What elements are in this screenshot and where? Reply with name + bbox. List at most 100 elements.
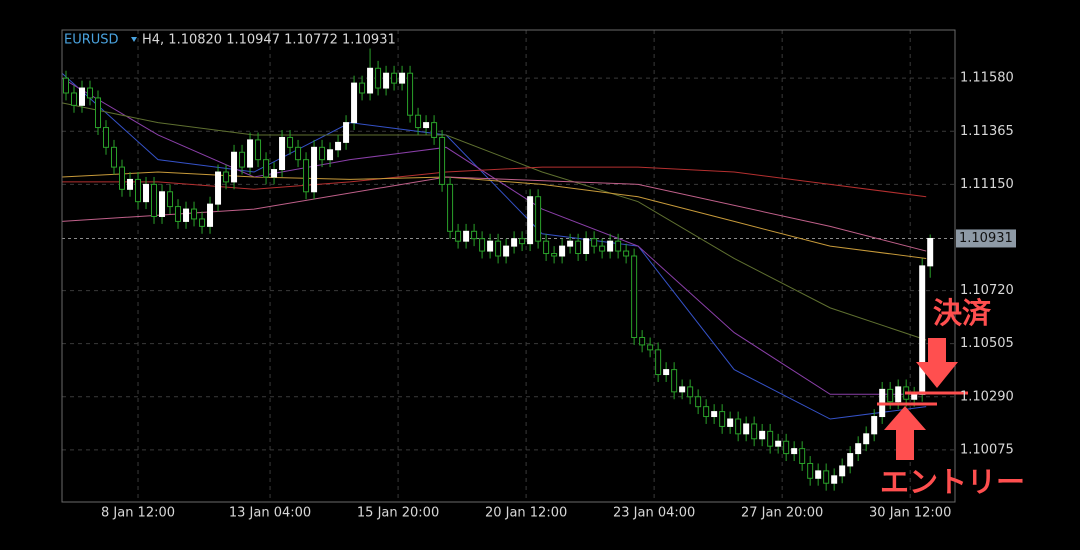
candle-body xyxy=(367,67,374,94)
candle-body xyxy=(255,139,262,161)
candle-body xyxy=(175,206,182,222)
candle-body xyxy=(319,146,326,161)
current-price-label: 1.10931 xyxy=(959,231,1013,246)
candle-body xyxy=(703,406,710,418)
candle-body xyxy=(871,416,878,435)
candle-body xyxy=(567,240,574,247)
moving-average xyxy=(61,77,927,395)
candle-body xyxy=(919,265,926,395)
candle-body xyxy=(487,240,494,252)
candle-body xyxy=(415,114,422,129)
x-tick-label: 15 Jan 20:00 xyxy=(357,506,439,521)
entry-arrow-shaft xyxy=(896,430,914,460)
candle-body xyxy=(223,171,230,183)
exit-label: 決済 xyxy=(933,296,992,330)
candle-body xyxy=(631,255,638,339)
candle-body xyxy=(687,386,694,398)
y-tick-label: 1.10505 xyxy=(960,336,1014,351)
candle-body xyxy=(823,470,830,484)
candle-body xyxy=(695,396,702,408)
candle-body xyxy=(887,388,894,403)
symbol: EURUSD xyxy=(64,33,119,48)
candle-body xyxy=(719,411,726,427)
candle-body xyxy=(167,191,174,208)
candle-body xyxy=(503,245,510,257)
candle-body xyxy=(927,237,934,267)
candle-body xyxy=(431,122,438,138)
candle-body xyxy=(207,203,214,227)
candle-body xyxy=(383,72,390,89)
candle-body xyxy=(711,411,718,418)
candle-body xyxy=(407,72,414,116)
dropdown-icon[interactable] xyxy=(131,37,137,42)
candle-body xyxy=(535,196,542,242)
y-tick-label: 1.10075 xyxy=(960,442,1014,457)
candle-body xyxy=(271,169,278,178)
candle-body xyxy=(391,72,398,84)
candle-body xyxy=(663,369,670,376)
candle-body xyxy=(479,238,486,252)
candle-body xyxy=(615,240,622,252)
candle-body xyxy=(791,448,798,455)
candle-body xyxy=(727,418,734,427)
y-tick-label: 1.11365 xyxy=(960,124,1014,139)
candle-body xyxy=(279,136,286,171)
candle-body xyxy=(511,238,518,247)
candle-body xyxy=(815,470,822,479)
moving-average xyxy=(61,102,927,341)
candle-body xyxy=(191,208,198,220)
plot-frame xyxy=(61,29,956,503)
candle-body xyxy=(343,122,350,143)
candle-body xyxy=(743,423,750,435)
candle-body xyxy=(215,171,222,205)
candle-body xyxy=(143,183,150,203)
candle-body xyxy=(735,418,742,435)
candle-body xyxy=(671,369,678,393)
candle-body xyxy=(63,77,70,94)
ohlc-info: H4, 1.10820 1.10947 1.10772 1.10931 xyxy=(142,33,396,48)
candle-body xyxy=(239,151,246,168)
x-tick-label: 20 Jan 12:00 xyxy=(485,506,567,521)
x-tick-label: 30 Jan 12:00 xyxy=(869,506,951,521)
candle-body xyxy=(463,230,470,242)
candle-body xyxy=(439,136,446,185)
candle-body xyxy=(895,386,902,403)
candle-body xyxy=(287,136,294,148)
candle-body xyxy=(519,238,526,245)
candle-body xyxy=(159,191,166,217)
entry-label: エントリー xyxy=(880,465,1025,499)
candle-body xyxy=(599,245,606,252)
candle-body xyxy=(575,240,582,255)
candle-body xyxy=(71,92,78,106)
exit-arrow-shaft xyxy=(928,338,946,362)
candle-body xyxy=(471,230,478,240)
candle-body xyxy=(199,218,206,227)
candle-body xyxy=(839,465,846,477)
candle-body xyxy=(359,82,366,94)
candle-body xyxy=(127,178,134,190)
candle-body xyxy=(543,240,550,255)
candle-body xyxy=(303,159,310,193)
candle-body xyxy=(807,462,814,479)
candle-body xyxy=(751,423,758,440)
candle-body xyxy=(863,433,870,445)
exit-arrow-head xyxy=(916,362,958,388)
candle-body xyxy=(775,440,782,447)
candle-body xyxy=(583,238,590,255)
entry-arrow-head xyxy=(884,406,926,430)
candle-body xyxy=(87,87,94,99)
candle-body xyxy=(559,245,566,257)
x-tick-label: 23 Jan 04:00 xyxy=(613,506,695,521)
candle-body xyxy=(551,253,558,257)
candle-body xyxy=(831,475,838,484)
candle-body xyxy=(639,337,646,346)
candle-body xyxy=(447,183,454,232)
y-tick-label: 1.10720 xyxy=(960,283,1014,298)
candle-body xyxy=(135,178,142,203)
y-tick-label: 1.11580 xyxy=(960,71,1014,86)
candle-body xyxy=(183,208,190,222)
candle-body xyxy=(111,146,118,168)
candle-body xyxy=(455,230,462,242)
